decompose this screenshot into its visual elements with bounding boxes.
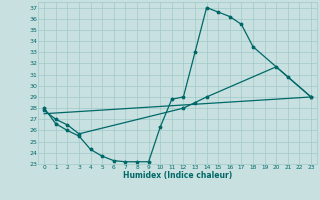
X-axis label: Humidex (Indice chaleur): Humidex (Indice chaleur) [123,171,232,180]
